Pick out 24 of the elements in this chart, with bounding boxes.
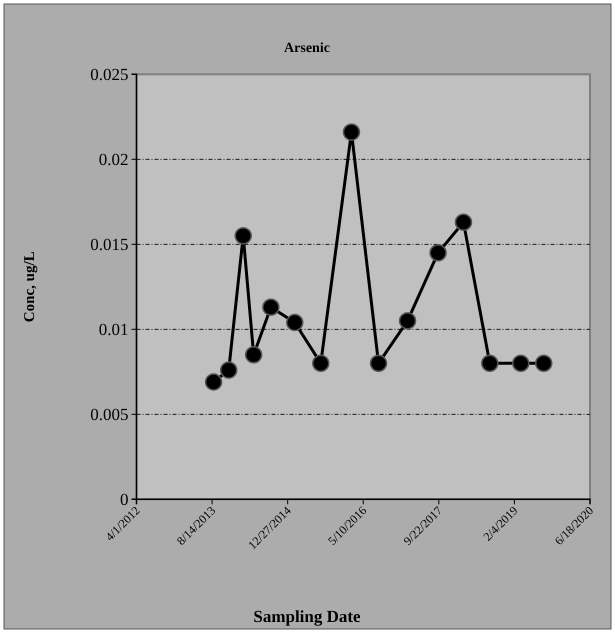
y-tick-label: 0.02 [98, 150, 128, 169]
point [398, 312, 416, 330]
point [244, 346, 262, 364]
point [286, 314, 304, 332]
y-tick-label: 0.025 [90, 64, 128, 84]
y-tick-label: 0.005 [90, 404, 128, 424]
point [234, 227, 252, 245]
point [429, 244, 447, 262]
point [454, 213, 472, 231]
point [312, 354, 330, 372]
point [220, 361, 238, 379]
y-tick-label: 0.015 [90, 234, 128, 254]
y-tick-label: 0.01 [98, 320, 128, 339]
point [512, 354, 530, 372]
point [262, 298, 280, 316]
y-tick-label: 0 [120, 490, 128, 509]
point [370, 354, 388, 372]
point [204, 373, 222, 391]
x-axis-title: Sampling Date [253, 607, 362, 626]
point [342, 123, 360, 141]
point [535, 354, 552, 372]
y-axis-title: Conc, ug/L [22, 251, 38, 322]
chart-title: Arsenic [284, 41, 330, 56]
point [481, 354, 499, 372]
